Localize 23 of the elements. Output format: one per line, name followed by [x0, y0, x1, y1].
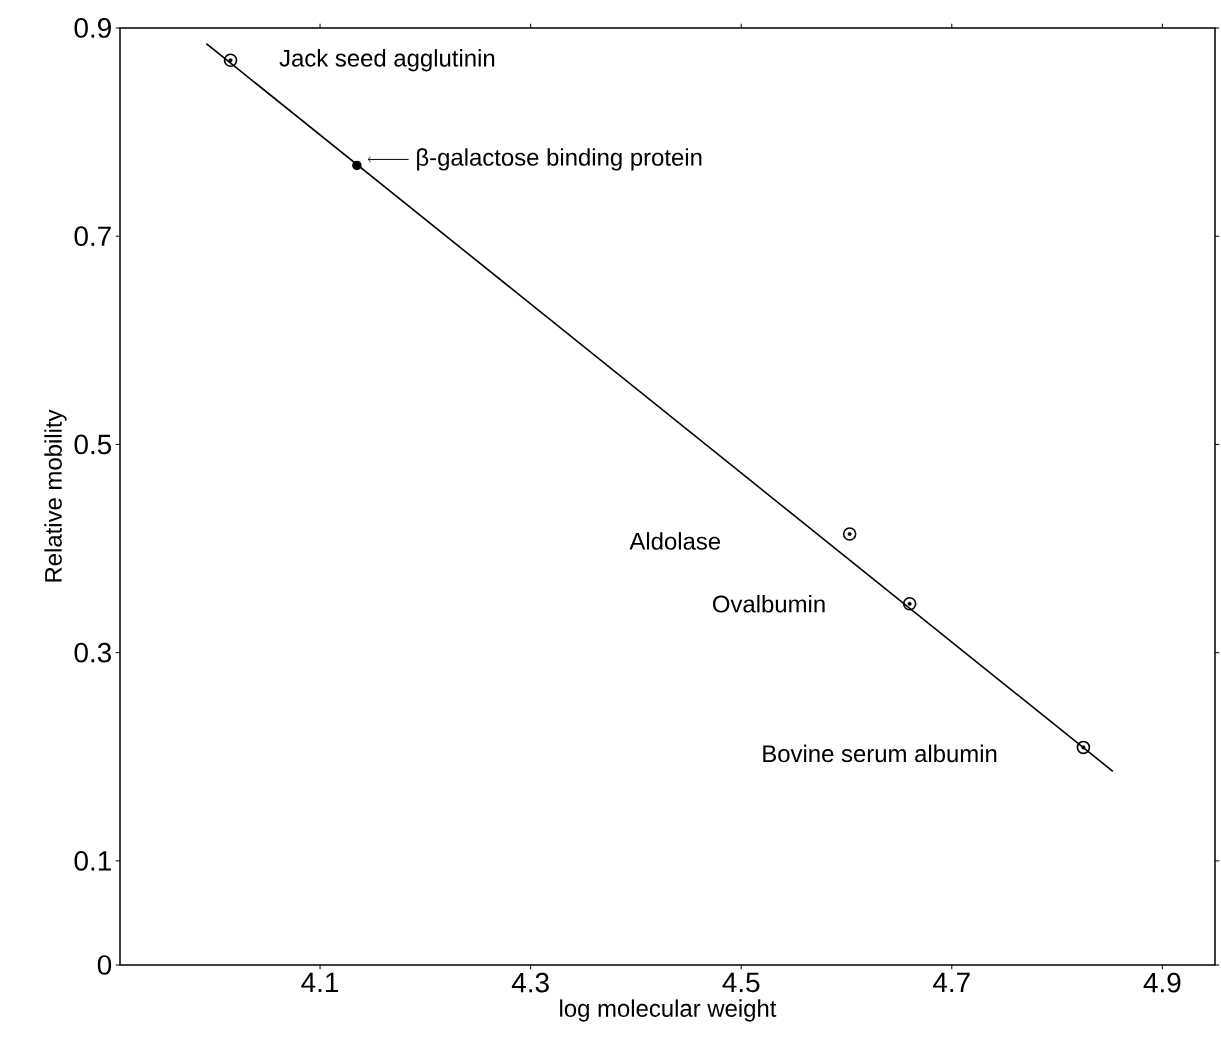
x-tick-label: 4.7	[933, 972, 970, 992]
x-axis-title: log molecular weight	[560, 999, 777, 1022]
point	[1076, 740, 1091, 755]
x-tick-label: 4.9	[1143, 972, 1181, 993]
x-tick-label: 4.1	[301, 972, 339, 992]
point	[223, 53, 238, 68]
annotation: Aldolase	[629, 532, 721, 550]
y-tick-label: 0.7	[74, 226, 111, 247]
point	[842, 527, 857, 541]
y-tick-label: 0	[97, 955, 112, 975]
x-tick-label: 4.5	[722, 972, 760, 993]
y-tick-label: 0.1	[74, 851, 111, 871]
y-tick-label: 0.5	[74, 434, 112, 455]
annotation: Jack seed agglutinin	[279, 49, 495, 72]
y-tick-label: 0.9	[74, 18, 111, 38]
x-tick-label: 4.3	[511, 972, 549, 993]
annotation: β-galactose binding protein	[417, 148, 702, 171]
annotation: Ovalbumin	[712, 594, 825, 613]
point	[352, 160, 362, 171]
y-tick-label: 0.3	[74, 642, 111, 663]
y-axis-title: Relative mobility	[44, 409, 67, 582]
point	[902, 596, 917, 611]
annotation: Bovine serum albumin	[763, 744, 997, 763]
